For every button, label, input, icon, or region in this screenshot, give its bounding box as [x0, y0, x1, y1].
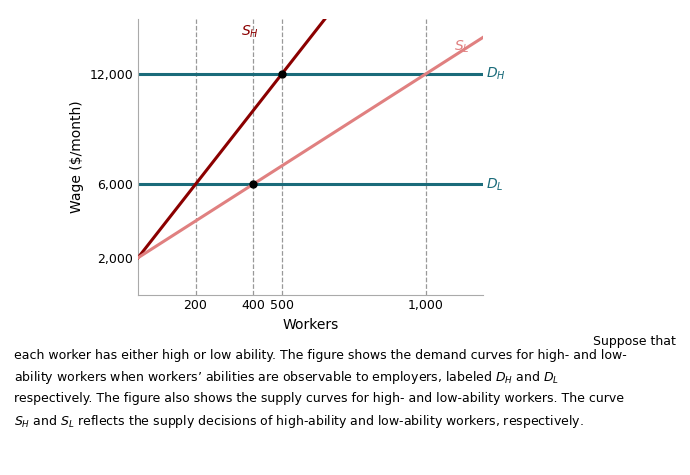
Text: $D_L$: $D_L$ — [486, 176, 504, 192]
Text: Suppose that: Suppose that — [593, 335, 676, 348]
Text: each worker has either high or low ability. The figure shows the demand curves f: each worker has either high or low abili… — [14, 349, 627, 429]
X-axis label: Workers: Workers — [282, 318, 339, 332]
Text: $D_H$: $D_H$ — [486, 66, 506, 82]
Text: $S_L$: $S_L$ — [454, 38, 470, 55]
Y-axis label: Wage ($/month): Wage ($/month) — [70, 100, 83, 213]
Text: $S_H$: $S_H$ — [241, 24, 259, 40]
